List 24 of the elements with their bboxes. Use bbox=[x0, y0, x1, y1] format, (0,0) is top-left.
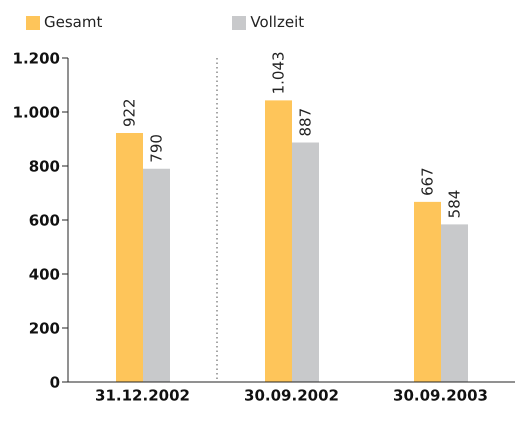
bar bbox=[414, 202, 441, 382]
data-label: 790 bbox=[148, 134, 166, 163]
data-label: 584 bbox=[446, 190, 464, 218]
data-label: 667 bbox=[418, 167, 436, 196]
bar bbox=[292, 142, 319, 382]
legend-label: Vollzeit bbox=[250, 13, 304, 31]
y-tick-label: 1.200 bbox=[12, 49, 60, 68]
x-tick-label: 30.09.2003 bbox=[393, 386, 488, 405]
y-tick-label: 200 bbox=[28, 319, 60, 338]
y-tick-label: 1.000 bbox=[12, 103, 60, 122]
bar bbox=[441, 224, 468, 382]
x-tick-label: 30.09.2002 bbox=[244, 386, 339, 405]
bar bbox=[116, 133, 143, 382]
y-tick-label: 800 bbox=[28, 157, 60, 176]
bar bbox=[143, 168, 170, 382]
legend-label: Gesamt bbox=[44, 13, 102, 31]
y-tick-label: 0 bbox=[50, 373, 60, 392]
data-label: 922 bbox=[120, 98, 138, 128]
y-tick-label: 600 bbox=[28, 211, 60, 230]
x-tick-label: 31.12.2002 bbox=[95, 386, 190, 405]
bar bbox=[265, 100, 292, 382]
y-tick-label: 400 bbox=[28, 265, 60, 284]
data-label: 887 bbox=[296, 108, 314, 137]
data-label: 1.043 bbox=[270, 51, 288, 94]
